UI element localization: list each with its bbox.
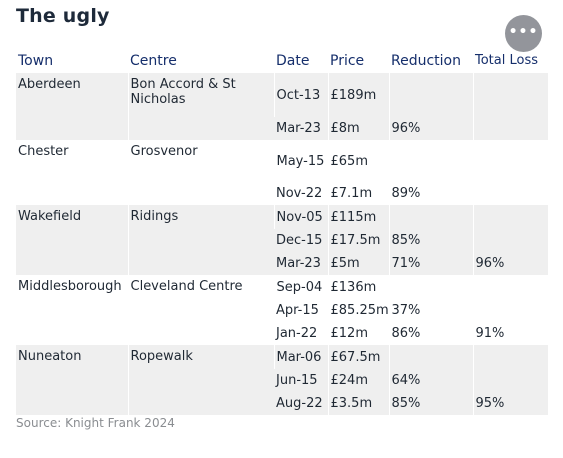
reduction-cell (388, 275, 473, 299)
table-row: Middlesborough Cleveland Centre Sep-04 £136… (16, 275, 548, 345)
col-header-centre: Centre (130, 53, 177, 69)
date-cell: Mar-06 (273, 345, 328, 369)
table-row: Jun-15 £24m 64% (16, 369, 548, 392)
reduction-cell: 71% (388, 252, 473, 275)
total-loss-cell (472, 182, 548, 205)
date-cell: Sep-04 (273, 275, 328, 299)
date-cell: Mar-23 (274, 117, 328, 140)
price-cell: £12m (327, 322, 389, 345)
ellipsis-icon: ••• (508, 23, 539, 40)
price-cell: £115m (327, 205, 389, 229)
date-cell: Jan-22 (276, 326, 318, 341)
centre-cell: Grosvenor (127, 140, 274, 205)
date-cell: Oct-13 (273, 73, 328, 117)
col-header-total-loss: Total Loss (475, 53, 539, 68)
reduction-cell (388, 205, 473, 229)
price-cell: £67.5m (327, 345, 389, 369)
table-row: Aug-22 £3.5m 85% 95% (16, 392, 548, 415)
town-cell: Chester (18, 144, 69, 159)
col-header-town: Town (18, 53, 54, 69)
reduction-cell: 37% (388, 299, 473, 322)
table-row: Mar-23 £8m 96% (16, 117, 548, 140)
more-options-button[interactable]: ••• (505, 15, 542, 52)
date-cell: Aug-22 (274, 392, 328, 415)
date-cell: Nov-05 (273, 205, 328, 229)
price-cell: £189m (327, 73, 389, 117)
total-loss-cell: 96% (472, 252, 548, 275)
centre-cell: Ridings (127, 205, 274, 275)
centre-cell: Ropewalk (127, 345, 274, 415)
total-loss-cell (472, 205, 548, 229)
table-row: Jan-22 £12m 86% 91% (16, 322, 548, 345)
town-cell: Middlesborough (18, 279, 122, 294)
total-loss-cell (472, 275, 548, 299)
price-cell: £5m (327, 252, 389, 275)
town-cell: Nuneaton (16, 345, 128, 415)
total-loss-cell (472, 117, 548, 140)
reduction-cell: 96% (388, 117, 473, 140)
date-cell: Mar-23 (274, 252, 328, 275)
col-header-price: Price (330, 53, 365, 69)
table-row: Mar-23 £5m 71% 96% (16, 252, 548, 275)
total-loss-cell: 91% (472, 322, 548, 345)
reduction-cell: 85% (388, 392, 473, 415)
table-row: Nov-22 £7.1m 89% (16, 182, 548, 205)
price-cell: £136m (327, 275, 389, 299)
reduction-cell (388, 73, 473, 117)
header-row: Town Centre Date Price Reduction Total L… (16, 37, 548, 73)
reduction-cell: 64% (388, 369, 473, 392)
date-cell: Apr-15 (276, 303, 319, 318)
table-row: Apr-15 £85.25m 37% (16, 299, 548, 322)
col-header-date: Date (276, 53, 310, 69)
date-cell: May-15 (273, 140, 328, 182)
date-cell: Jun-15 (274, 369, 328, 392)
total-loss-cell (472, 140, 548, 182)
town-cell: Aberdeen (16, 73, 128, 140)
table-row: Aberdeen Bon Accord & St Nicholas Oct-13 £1… (16, 73, 548, 140)
reduction-cell (388, 345, 473, 369)
table-row: Wakefield Ridings Nov-05 £115m (16, 205, 548, 275)
centre-cell: Cleveland Centre (127, 275, 274, 345)
date-cell: Dec-15 (274, 229, 328, 252)
reduction-cell: 89% (388, 182, 473, 205)
price-cell: £65m (327, 140, 389, 182)
reduction-cell: 85% (388, 229, 473, 252)
total-loss-cell (472, 345, 548, 369)
data-table: Town Centre Date Price Reduction Total L… (16, 37, 548, 415)
col-header-reduction: Reduction (391, 53, 461, 69)
date-cell: Nov-22 (276, 186, 323, 201)
page-title: The ugly (16, 5, 110, 27)
table-row: Nuneaton Ropewalk Mar-06 £67.5m (16, 345, 548, 415)
reduction-cell: 86% (388, 322, 473, 345)
table-row: Dec-15 £17.5m 85% (16, 229, 548, 252)
total-loss-cell (472, 299, 548, 322)
price-cell: £7.1m (327, 182, 389, 205)
town-cell: Wakefield (16, 205, 128, 275)
centre-cell: Bon Accord & St Nicholas (127, 73, 274, 140)
source-note: Source: Knight Frank 2024 (16, 416, 175, 430)
reduction-cell (388, 140, 473, 182)
total-loss-cell (472, 73, 548, 117)
total-loss-cell (472, 369, 548, 392)
price-cell: £3.5m (327, 392, 389, 415)
price-cell: £17.5m (327, 229, 389, 252)
total-loss-cell: 95% (472, 392, 548, 415)
total-loss-cell (472, 229, 548, 252)
price-cell: £85.25m (327, 299, 389, 322)
price-cell: £24m (327, 369, 389, 392)
table-row: Chester Grosvenor May-15 £65m (16, 140, 548, 205)
price-cell: £8m (327, 117, 389, 140)
